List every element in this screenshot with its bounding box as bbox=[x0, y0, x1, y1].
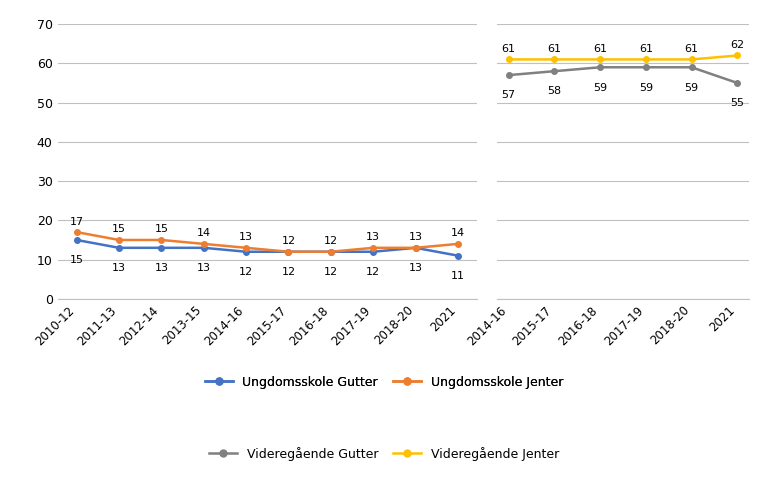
Text: 14: 14 bbox=[197, 228, 211, 238]
Text: 15: 15 bbox=[154, 225, 168, 234]
Text: 13: 13 bbox=[239, 232, 253, 242]
Text: 15: 15 bbox=[70, 255, 84, 265]
Text: 61: 61 bbox=[639, 44, 653, 54]
Text: 57: 57 bbox=[502, 91, 515, 100]
Text: 59: 59 bbox=[593, 82, 607, 93]
Text: 58: 58 bbox=[548, 86, 561, 96]
Text: 12: 12 bbox=[281, 267, 296, 277]
Text: 61: 61 bbox=[684, 44, 699, 54]
Text: 61: 61 bbox=[502, 44, 515, 54]
Text: 61: 61 bbox=[548, 44, 561, 54]
Legend: Videregående Gutter, Videregående Jenter: Videregående Gutter, Videregående Jenter bbox=[204, 442, 564, 466]
Text: 13: 13 bbox=[366, 232, 380, 242]
Text: 59: 59 bbox=[684, 82, 699, 93]
Text: 13: 13 bbox=[154, 263, 168, 273]
Text: 62: 62 bbox=[730, 40, 744, 50]
Text: 14: 14 bbox=[451, 228, 465, 238]
Text: 59: 59 bbox=[639, 82, 653, 93]
Text: 12: 12 bbox=[281, 236, 296, 246]
Text: 13: 13 bbox=[112, 263, 126, 273]
Text: 13: 13 bbox=[409, 263, 422, 273]
Legend: Ungdomsskole Gutter, Ungdomsskole Jenter: Ungdomsskole Gutter, Ungdomsskole Jenter bbox=[200, 371, 568, 394]
Text: 55: 55 bbox=[730, 98, 744, 108]
Text: 12: 12 bbox=[324, 236, 338, 246]
Text: 11: 11 bbox=[451, 271, 465, 281]
Text: 12: 12 bbox=[239, 267, 253, 277]
Text: 17: 17 bbox=[70, 216, 84, 227]
Text: 12: 12 bbox=[366, 267, 380, 277]
Text: 61: 61 bbox=[593, 44, 607, 54]
Text: 12: 12 bbox=[324, 267, 338, 277]
Text: 13: 13 bbox=[409, 232, 422, 242]
Text: 15: 15 bbox=[112, 225, 126, 234]
Text: 13: 13 bbox=[197, 263, 210, 273]
